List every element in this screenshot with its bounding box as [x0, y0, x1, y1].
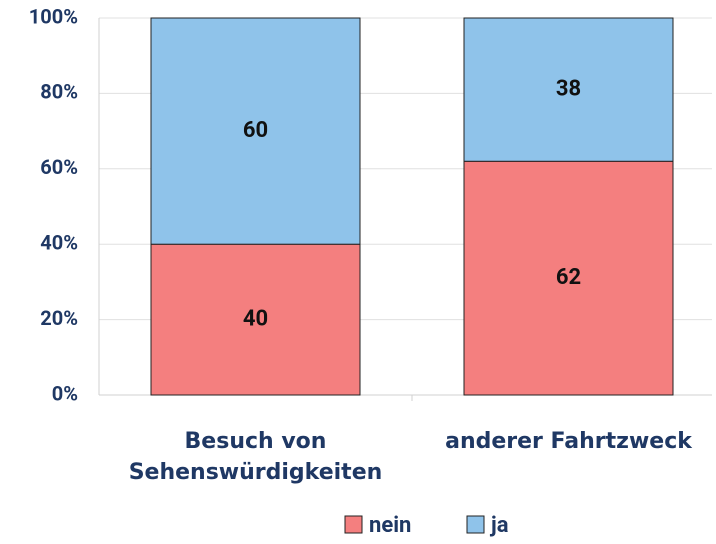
y-tick-label: 60%: [40, 155, 78, 179]
y-tick-label: 100%: [29, 4, 78, 28]
y-tick-label: 40%: [40, 230, 78, 254]
y-tick-label: 20%: [40, 306, 78, 330]
legend-label: ja: [489, 513, 509, 538]
data-label: 40: [243, 306, 268, 331]
bar-segment: [463, 160, 674, 396]
bar-segment: [150, 17, 361, 245]
legend-label: nein: [369, 513, 411, 538]
data-label: 60: [243, 118, 268, 143]
x-tick-label: Besuch von Sehenswürdigkeiten: [128, 429, 383, 485]
legend-swatch: [466, 515, 485, 534]
x-tick-label: anderer Fahrtzweck: [445, 429, 692, 454]
y-tick-label: 80%: [40, 80, 78, 104]
bar-segment: [463, 17, 674, 162]
y-tick-label: 0%: [52, 381, 78, 405]
data-label: 38: [556, 76, 581, 101]
legend-swatch: [344, 515, 363, 534]
data-label: 62: [556, 265, 581, 290]
bar-segment: [150, 243, 361, 396]
